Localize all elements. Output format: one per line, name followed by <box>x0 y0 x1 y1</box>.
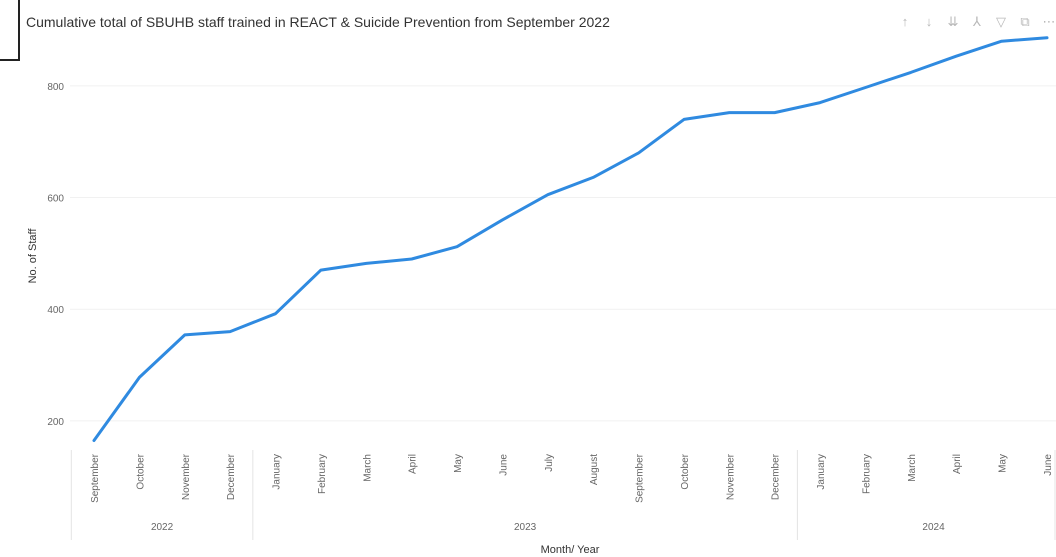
y-axis-ticks: 200 400 600 800 <box>47 82 64 428</box>
x-tick-label: December <box>226 453 237 500</box>
x-tick-label: March <box>362 454 373 482</box>
x-tick-label: September <box>635 453 646 503</box>
x-tick-label: May <box>998 454 1009 473</box>
x-tick-label: April <box>408 454 419 474</box>
chart-title: Cumulative total of SBUHB staff trained … <box>26 14 610 30</box>
x-tick-label: October <box>680 453 691 489</box>
more-options-icon[interactable]: ⋯ <box>1042 14 1056 29</box>
x-tick-label: December <box>771 453 782 500</box>
x-tick-label: February <box>317 454 328 494</box>
filter-icon[interactable]: ▽ <box>996 14 1006 29</box>
x-axis-ticks: September October November December January F… <box>90 453 1054 503</box>
corner-bracket <box>0 0 20 61</box>
x-axis-title: Month/ Year <box>541 544 600 556</box>
focus-mode-icon[interactable]: ⧉ <box>1020 14 1030 29</box>
x-tick-label: March <box>907 454 918 482</box>
year-label: 2022 <box>151 522 174 533</box>
x-tick-label: June <box>1043 454 1054 476</box>
y-tick-label: 400 <box>47 305 64 316</box>
y-axis-title: No. of Staff <box>27 228 39 284</box>
expand-hierarchy-icon[interactable]: ⅄ <box>973 14 981 29</box>
visual-toolbar: ↑ ↓ ⇊ ⅄ ▽ ⧉ ⋯ <box>898 14 1056 30</box>
y-tick-label: 600 <box>47 194 64 205</box>
drill-down-icon[interactable]: ⇊ <box>947 14 959 29</box>
x-tick-label: May <box>453 454 464 473</box>
x-tick-label: January <box>272 454 283 490</box>
x-tick-label: November <box>181 453 192 500</box>
x-tick-label: January <box>816 454 827 490</box>
x-tick-label: November <box>725 453 736 500</box>
x-tick-label: April <box>952 454 963 474</box>
x-tick-label: August <box>589 454 600 485</box>
x-tick-label: July <box>544 454 555 472</box>
year-label: 2024 <box>922 522 945 533</box>
sort-ascending-icon[interactable]: ↑ <box>901 14 909 29</box>
year-label: 2023 <box>514 522 537 533</box>
y-tick-label: 200 <box>47 417 64 428</box>
x-tick-label: February <box>861 454 872 494</box>
x-tick-label: October <box>135 453 146 489</box>
series-line <box>92 36 1049 442</box>
gridlines <box>70 85 1056 422</box>
sort-descending-icon[interactable]: ↓ <box>925 14 933 29</box>
year-axis: 2022 2023 2024 <box>70 450 1056 540</box>
x-tick-label: September <box>90 453 101 503</box>
x-tick-label: June <box>498 454 509 476</box>
y-tick-label: 800 <box>47 82 64 93</box>
